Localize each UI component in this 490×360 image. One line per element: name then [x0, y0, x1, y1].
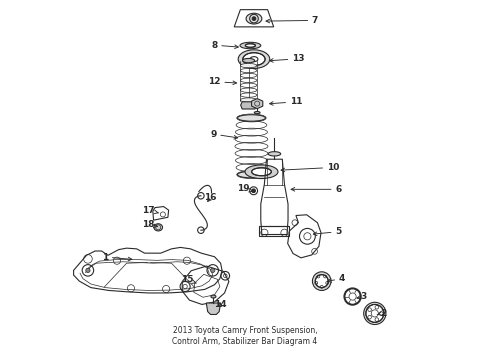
Ellipse shape	[268, 152, 281, 156]
Text: 2013 Toyota Camry Front Suspension,
Control Arm, Stabilizer Bar Diagram 4: 2013 Toyota Camry Front Suspension, Cont…	[172, 326, 318, 346]
FancyBboxPatch shape	[259, 226, 290, 236]
Ellipse shape	[238, 171, 266, 178]
Text: 10: 10	[281, 163, 339, 172]
Ellipse shape	[246, 13, 262, 24]
Ellipse shape	[238, 50, 270, 68]
Circle shape	[211, 268, 215, 273]
Text: 18: 18	[142, 220, 157, 229]
Ellipse shape	[154, 224, 163, 231]
Text: 17: 17	[142, 206, 159, 215]
Ellipse shape	[238, 115, 266, 121]
Circle shape	[252, 189, 255, 193]
Ellipse shape	[243, 58, 255, 63]
Circle shape	[86, 268, 90, 273]
Polygon shape	[241, 102, 256, 109]
Text: 13: 13	[270, 54, 304, 63]
Text: 14: 14	[214, 300, 227, 309]
Text: 7: 7	[266, 16, 318, 25]
Ellipse shape	[313, 272, 331, 291]
Ellipse shape	[240, 63, 257, 68]
Circle shape	[344, 289, 361, 305]
Text: 8: 8	[211, 41, 238, 50]
Text: 19: 19	[237, 184, 253, 193]
Text: 6: 6	[291, 185, 342, 194]
Ellipse shape	[211, 295, 216, 298]
Ellipse shape	[245, 165, 278, 179]
Circle shape	[315, 275, 328, 288]
Circle shape	[366, 305, 384, 322]
Ellipse shape	[240, 98, 257, 102]
Ellipse shape	[245, 44, 255, 47]
Ellipse shape	[254, 112, 260, 114]
Ellipse shape	[364, 302, 386, 324]
Text: 15: 15	[181, 275, 196, 284]
Polygon shape	[206, 303, 220, 315]
Text: 11: 11	[270, 97, 302, 106]
Ellipse shape	[243, 53, 265, 66]
Ellipse shape	[252, 168, 271, 176]
Text: 5: 5	[313, 227, 342, 236]
Text: 1: 1	[102, 253, 132, 262]
Text: 2: 2	[377, 309, 386, 318]
Text: 16: 16	[204, 193, 217, 202]
Text: 4: 4	[328, 274, 345, 283]
Text: 9: 9	[210, 130, 238, 139]
Ellipse shape	[344, 288, 361, 305]
Circle shape	[252, 17, 256, 21]
Ellipse shape	[240, 42, 261, 49]
Text: 12: 12	[208, 77, 237, 86]
Polygon shape	[251, 99, 263, 109]
Text: 3: 3	[357, 292, 367, 301]
